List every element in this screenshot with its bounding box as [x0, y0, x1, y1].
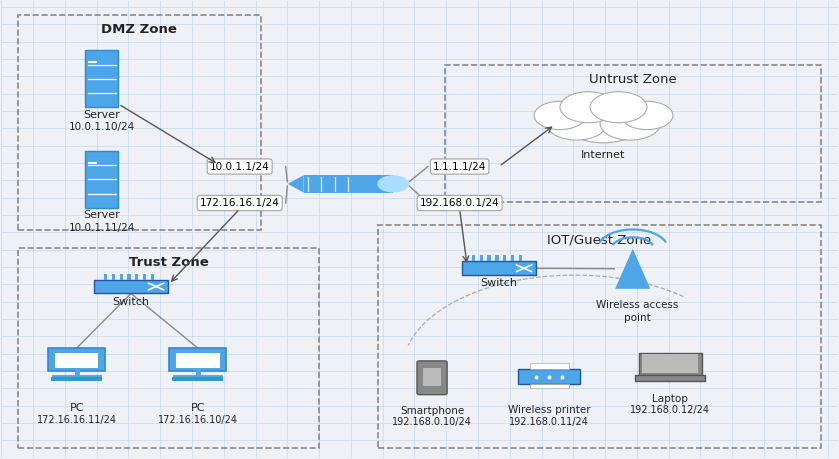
Circle shape — [621, 101, 673, 129]
FancyBboxPatch shape — [495, 255, 498, 262]
FancyBboxPatch shape — [462, 262, 536, 275]
FancyBboxPatch shape — [529, 384, 569, 388]
Text: PC: PC — [190, 403, 206, 413]
FancyBboxPatch shape — [55, 353, 98, 368]
FancyBboxPatch shape — [104, 274, 107, 280]
FancyBboxPatch shape — [519, 255, 522, 262]
FancyBboxPatch shape — [417, 361, 447, 395]
FancyBboxPatch shape — [94, 280, 168, 293]
Text: 10.0.1.1/24: 10.0.1.1/24 — [210, 162, 269, 172]
Polygon shape — [615, 249, 650, 289]
Circle shape — [561, 97, 645, 143]
FancyBboxPatch shape — [176, 353, 220, 368]
Text: 10.0.1.10/24: 10.0.1.10/24 — [69, 122, 135, 132]
Text: 192.168.0.11/24: 192.168.0.11/24 — [509, 417, 589, 426]
Text: 172.16.16.10/24: 172.16.16.10/24 — [158, 415, 238, 425]
Circle shape — [534, 101, 586, 129]
FancyBboxPatch shape — [112, 274, 115, 280]
FancyBboxPatch shape — [128, 274, 131, 280]
Text: IOT/Guest Zone: IOT/Guest Zone — [547, 233, 651, 246]
Circle shape — [600, 107, 660, 140]
Text: Server: Server — [83, 210, 120, 220]
Text: Internet: Internet — [581, 150, 626, 160]
Text: 172.16.16.11/24: 172.16.16.11/24 — [37, 415, 117, 425]
Circle shape — [546, 107, 607, 140]
Circle shape — [590, 92, 647, 123]
FancyBboxPatch shape — [51, 377, 102, 381]
Text: 192.168.0.10/24: 192.168.0.10/24 — [392, 418, 472, 427]
FancyBboxPatch shape — [529, 363, 569, 369]
FancyBboxPatch shape — [119, 274, 122, 280]
FancyBboxPatch shape — [85, 50, 118, 107]
Text: Untrust Zone: Untrust Zone — [589, 73, 676, 86]
Text: 172.16.16.1/24: 172.16.16.1/24 — [200, 198, 279, 208]
FancyBboxPatch shape — [172, 377, 223, 381]
FancyBboxPatch shape — [480, 255, 482, 262]
FancyBboxPatch shape — [304, 175, 393, 192]
FancyBboxPatch shape — [169, 348, 227, 371]
FancyBboxPatch shape — [135, 274, 138, 280]
Text: 1.1.1.1/24: 1.1.1.1/24 — [433, 162, 487, 172]
Text: DMZ Zone: DMZ Zone — [102, 23, 177, 36]
FancyBboxPatch shape — [143, 274, 146, 280]
FancyBboxPatch shape — [511, 255, 514, 262]
FancyBboxPatch shape — [151, 274, 154, 280]
FancyBboxPatch shape — [635, 375, 706, 381]
FancyBboxPatch shape — [423, 368, 441, 386]
FancyBboxPatch shape — [503, 255, 507, 262]
FancyBboxPatch shape — [639, 353, 701, 375]
Text: Wireless printer: Wireless printer — [508, 405, 591, 415]
FancyBboxPatch shape — [48, 348, 105, 371]
Text: Switch: Switch — [481, 278, 518, 288]
Text: 192.168.0.1/24: 192.168.0.1/24 — [420, 198, 499, 208]
Text: Laptop: Laptop — [653, 394, 688, 404]
Text: point: point — [623, 313, 650, 323]
FancyBboxPatch shape — [643, 354, 698, 373]
Circle shape — [560, 92, 617, 123]
Text: Wireless access: Wireless access — [596, 300, 678, 310]
Text: Server: Server — [83, 110, 120, 120]
Text: 10.0.1.11/24: 10.0.1.11/24 — [69, 223, 135, 233]
FancyBboxPatch shape — [85, 151, 118, 208]
Text: Smartphone: Smartphone — [400, 406, 464, 416]
FancyBboxPatch shape — [518, 369, 581, 384]
FancyBboxPatch shape — [487, 255, 491, 262]
Polygon shape — [288, 175, 304, 192]
Text: Trust Zone: Trust Zone — [128, 256, 209, 269]
Text: 192.168.0.12/24: 192.168.0.12/24 — [630, 405, 711, 415]
Ellipse shape — [378, 175, 409, 192]
Text: Switch: Switch — [112, 297, 149, 307]
FancyBboxPatch shape — [472, 255, 475, 262]
Text: PC: PC — [70, 403, 84, 413]
